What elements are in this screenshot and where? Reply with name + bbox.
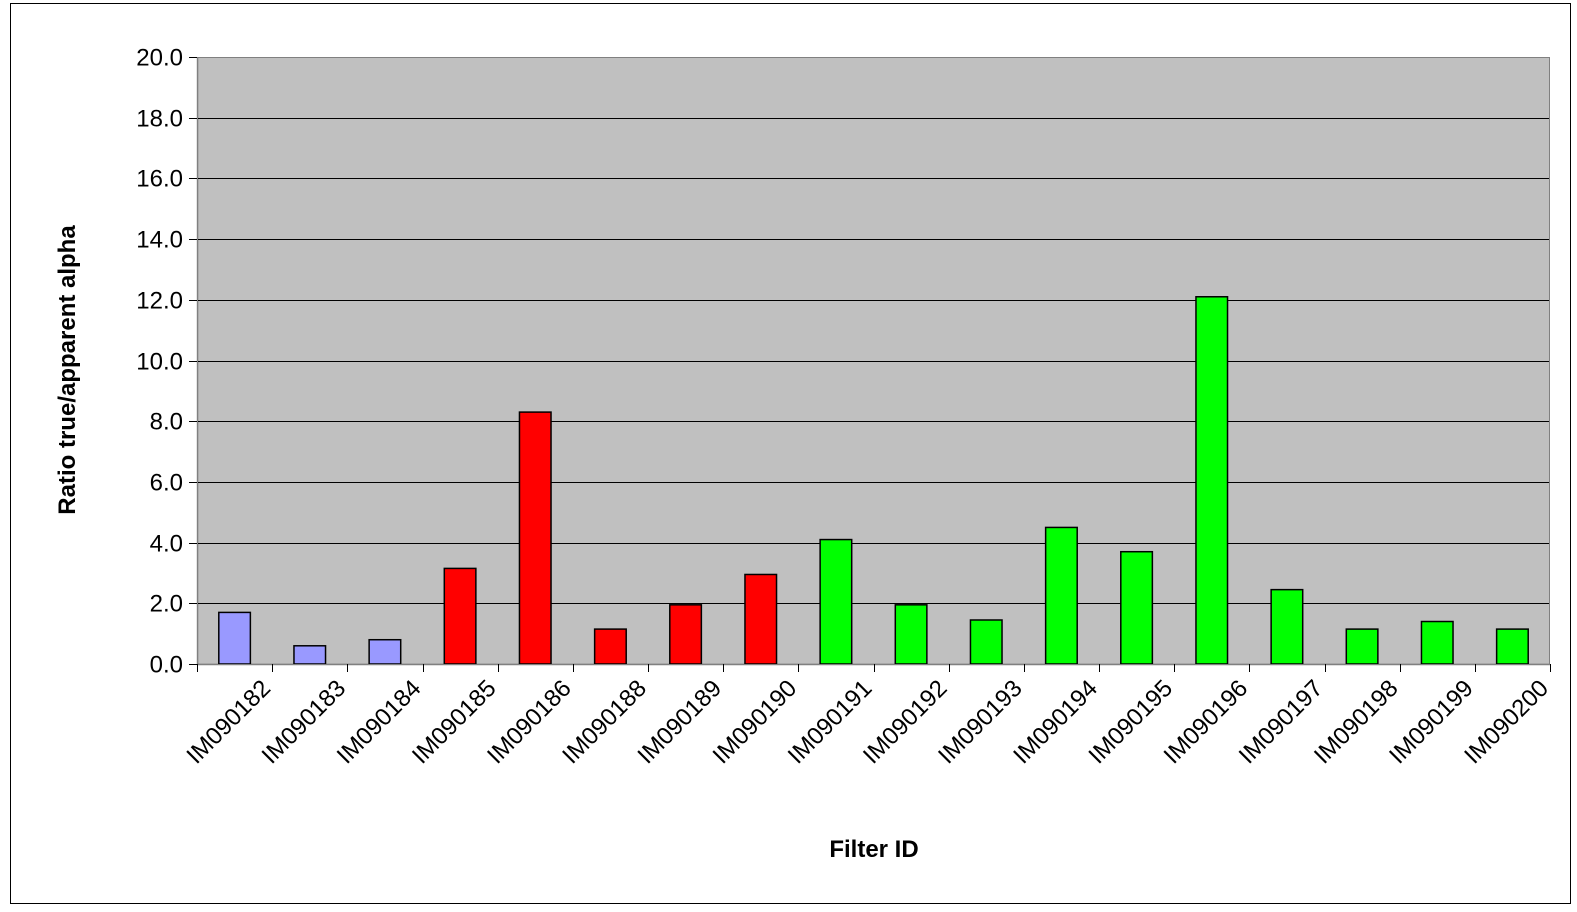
bar xyxy=(518,411,552,665)
y-tick-label: 2.0 xyxy=(150,591,183,618)
y-tick-label: 0.0 xyxy=(150,652,183,679)
bar xyxy=(1420,620,1454,665)
bar xyxy=(969,619,1003,665)
y-tick-label: 8.0 xyxy=(150,409,183,436)
bar xyxy=(1270,588,1304,665)
plot-border xyxy=(197,57,1550,665)
bars xyxy=(218,296,1529,665)
y-tick-label: 16.0 xyxy=(136,166,183,193)
y-tick-label: 20.0 xyxy=(136,45,183,72)
bar xyxy=(1044,526,1078,665)
bar xyxy=(894,604,928,665)
y-tick-labels: 0.0 2.0 4.0 6.0 8.0 10.0 12.0 14.0 16.0 18.0 20.0 xyxy=(136,45,183,679)
y-axis-title: Ratio true/apparent alpha xyxy=(54,225,81,515)
y-tick-label: 6.0 xyxy=(150,470,183,497)
bar xyxy=(1195,296,1229,665)
axes xyxy=(189,57,1551,672)
bar xyxy=(1120,550,1154,665)
bar xyxy=(443,567,477,665)
bar xyxy=(819,538,853,665)
y-tick-label: 14.0 xyxy=(136,227,183,254)
y-tick-label: 10.0 xyxy=(136,349,183,376)
bar xyxy=(1495,628,1529,665)
x-axis-title: Filter ID xyxy=(829,836,918,863)
bar xyxy=(293,645,327,665)
y-tick-label: 18.0 xyxy=(136,106,183,133)
bar xyxy=(1345,628,1379,665)
y-tick-label: 4.0 xyxy=(150,531,183,558)
y-tick-label: 12.0 xyxy=(136,288,183,315)
bar xyxy=(593,628,627,665)
plot-area xyxy=(197,57,1550,664)
bar xyxy=(218,611,252,665)
bar xyxy=(368,638,402,665)
bar xyxy=(744,573,778,665)
bar xyxy=(669,604,703,665)
